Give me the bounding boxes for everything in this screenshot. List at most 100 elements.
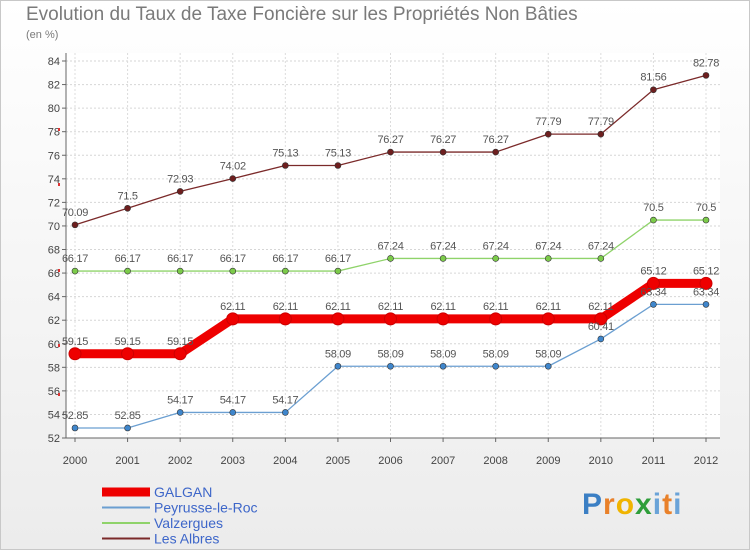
x-tick-label: 2003 xyxy=(221,455,245,467)
data-label: 82.78 xyxy=(693,57,719,69)
data-point xyxy=(229,267,237,275)
x-tick-label: 2008 xyxy=(483,455,507,467)
data-label: 66.17 xyxy=(220,253,246,265)
data-point xyxy=(597,255,605,262)
data-point xyxy=(439,148,447,156)
data-point xyxy=(594,312,608,326)
data-label: 77.79 xyxy=(535,116,561,128)
data-label: 54.17 xyxy=(272,394,298,406)
data-label: 71.5 xyxy=(117,190,137,202)
y-tick-label: 74 xyxy=(48,174,60,186)
legend-label: Les Albres xyxy=(154,531,219,547)
data-point xyxy=(71,221,79,229)
data-point xyxy=(334,162,342,169)
x-tick-label: 2011 xyxy=(642,455,666,467)
axis-marker xyxy=(58,344,60,347)
data-point xyxy=(541,312,555,326)
data-label: 65.12 xyxy=(693,265,719,277)
data-point xyxy=(702,72,710,79)
data-label: 70.09 xyxy=(62,207,88,219)
data-point xyxy=(124,267,131,275)
y-tick-label: 82 xyxy=(48,80,60,92)
data-point xyxy=(68,347,82,361)
data-point xyxy=(278,312,292,326)
data-point xyxy=(282,267,289,275)
data-point xyxy=(121,347,135,361)
data-label: 65.12 xyxy=(640,265,666,277)
y-tick-label: 60 xyxy=(48,339,60,351)
x-tick-label: 2005 xyxy=(326,455,350,467)
y-tick-label: 84 xyxy=(48,56,60,68)
data-label: 67.24 xyxy=(535,240,561,252)
data-point xyxy=(71,267,79,275)
data-label: 54.17 xyxy=(167,394,193,406)
data-point xyxy=(492,255,499,262)
data-point xyxy=(544,362,552,370)
logo-letter: P xyxy=(582,488,604,521)
legend-label: Peyrusse-le-Roc xyxy=(154,500,257,516)
data-label: 66.17 xyxy=(167,253,193,265)
data-point xyxy=(650,86,657,94)
data-label: 74.02 xyxy=(220,161,246,173)
y-tick-label: 64 xyxy=(48,292,60,304)
data-label: 59.15 xyxy=(62,336,88,348)
data-label: 66.17 xyxy=(325,253,351,265)
legend-label: Valzergues xyxy=(154,515,223,531)
chart-title: Evolution du Taux de Taxe Foncière sur l… xyxy=(26,4,578,25)
data-point xyxy=(702,301,710,308)
data-label: 62.11 xyxy=(273,301,298,313)
proxiti-logo: Proxiti xyxy=(582,488,682,522)
data-point xyxy=(226,312,240,326)
y-tick-label: 66 xyxy=(48,268,60,280)
axis-marker xyxy=(58,183,60,186)
data-label: 60.41 xyxy=(588,321,614,333)
data-point xyxy=(436,312,450,326)
axis-marker xyxy=(58,393,60,396)
data-label: 67.24 xyxy=(430,240,456,252)
data-label: 58.09 xyxy=(325,348,351,360)
data-point xyxy=(124,204,131,212)
data-point xyxy=(176,409,184,416)
data-point xyxy=(334,267,342,275)
data-label: 75.13 xyxy=(325,147,351,159)
legend-label: GALGAN xyxy=(154,484,212,500)
chart-subtitle: (en %) xyxy=(26,29,59,41)
x-tick-label: 2006 xyxy=(378,455,402,467)
data-label: 77.79 xyxy=(588,116,614,128)
data-point xyxy=(331,312,345,326)
data-point xyxy=(173,347,187,361)
data-label: 75.13 xyxy=(272,147,298,159)
data-point xyxy=(646,276,660,290)
logo-letter: i xyxy=(652,488,663,521)
y-tick-label: 76 xyxy=(48,150,60,162)
y-tick-label: 80 xyxy=(48,103,60,115)
data-label: 67.24 xyxy=(377,240,403,252)
data-point xyxy=(439,362,447,370)
data-point xyxy=(492,362,499,370)
data-point xyxy=(439,255,447,262)
logo-letter: x xyxy=(635,488,653,521)
data-label: 70.5 xyxy=(643,202,663,214)
data-point xyxy=(387,362,394,370)
logo-letter: t xyxy=(662,488,674,521)
x-tick-label: 2007 xyxy=(431,455,455,467)
data-label: 70.5 xyxy=(696,202,716,214)
data-point xyxy=(544,130,552,138)
data-point xyxy=(489,312,503,326)
data-label: 62.11 xyxy=(325,301,350,313)
data-label: 67.24 xyxy=(483,240,509,252)
data-point xyxy=(699,276,713,290)
data-point xyxy=(124,424,131,432)
x-tick-label: 2009 xyxy=(536,455,560,467)
data-label: 52.85 xyxy=(62,410,88,422)
data-label: 72.93 xyxy=(167,173,193,185)
data-point xyxy=(597,130,605,138)
x-tick-label: 2000 xyxy=(63,455,87,467)
data-label: 62.11 xyxy=(378,301,403,313)
y-tick-label: 62 xyxy=(48,315,60,327)
x-tick-label: 2004 xyxy=(273,455,297,467)
data-point xyxy=(544,255,552,262)
logo-letter: i xyxy=(673,488,683,521)
data-point xyxy=(176,188,184,195)
data-point xyxy=(384,312,397,326)
